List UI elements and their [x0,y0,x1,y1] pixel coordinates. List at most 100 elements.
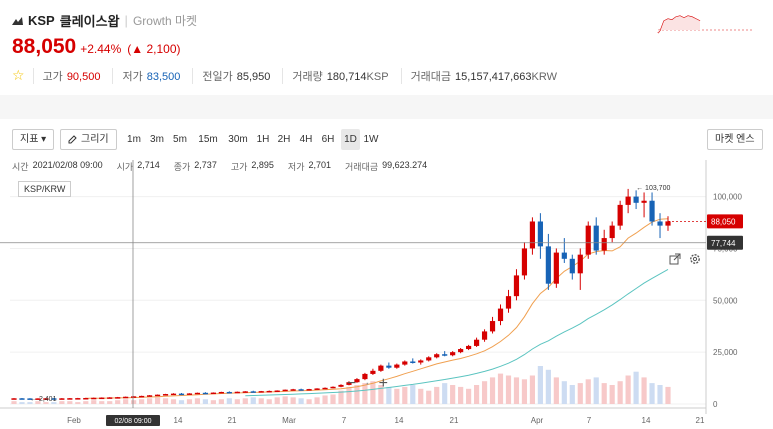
candle-body [458,349,464,353]
volume-bar [593,377,599,404]
volume-bar [266,399,272,404]
x-tick-label: Mar [282,416,296,425]
candle-body [226,391,232,394]
stat-item: 거래량 180,714KSP [282,67,389,84]
timeframe-5m[interactable]: 5m [173,134,187,145]
volume-bar [601,383,607,404]
x-tick-label: 21 [450,416,459,425]
candle-body [282,389,288,392]
title-row: KSP 클레이스왑 | Growth 마켓 [12,11,197,30]
candle-body [330,386,336,389]
volume-bar [649,383,655,404]
volume-bar [139,399,145,404]
candle-body [609,225,615,239]
volume-bar [314,397,320,404]
stat-label: 거래량 [292,70,323,83]
volume-bar [665,386,671,404]
draw-button[interactable]: 그리기 [60,129,117,150]
timeframe-1w[interactable]: 1W [363,134,379,145]
candle-body [139,395,145,398]
crosshair-x-label: 02/08 09:00 [115,418,152,425]
volume-bar [362,383,368,404]
volume-bar [434,386,440,404]
timeframe-2h[interactable]: 2H [277,134,291,145]
candle-body [442,354,448,356]
candle-body [107,397,113,399]
volume-value: 99,623.274 [382,160,428,170]
volume-bar [529,375,536,404]
pencil-icon [68,135,77,144]
candle-body [298,389,304,391]
volume-bar [298,398,304,404]
candle-body [274,390,280,393]
timeframe-1h[interactable]: 1H [256,134,270,145]
candle-body [170,393,177,396]
candle-body [537,221,543,247]
volume-bar [51,402,57,404]
zoom-controls: − · + [347,375,388,392]
candle-body [306,389,312,391]
stats-row: ☆ 고가 90,500 저가 83,500 전일가 85,950 거래량 180,714KSP… [12,67,569,84]
candle-body [202,392,209,395]
timeframe-30m[interactable]: 30m [228,134,248,145]
market-index-button[interactable]: 마켓 엔스 [707,129,763,150]
candle-body [338,384,344,387]
volume-bar [561,381,567,404]
timeframe-1m[interactable]: 1m [127,134,141,145]
popout-icon[interactable] [669,253,681,265]
stat-value: 180,714 [326,70,367,83]
timeframe-1d[interactable]: 1D [341,129,360,150]
stat-item: 전일가 85,950 [192,67,270,84]
crosshair-y-label: 77,744 [711,239,736,248]
time-label: 시간 [12,162,29,172]
candle-body [378,365,384,371]
indicator-button[interactable]: 지표 ▾ [12,129,55,150]
volume-bar [170,399,177,404]
volume-bar [290,397,296,404]
timeframe-6h[interactable]: 6H [321,134,335,145]
candle-body [402,361,408,365]
candle-body [178,393,185,396]
volume-bar [657,385,663,404]
candle-body [91,397,97,400]
min-price-label: ← 2,401 [30,396,57,403]
volume-bar [410,385,416,404]
ohlc-info: 시간 2021/02/08 09:00 시가 2,714 종가 2,737 고가 2,8… [12,160,441,173]
zoom-in-icon[interactable]: + [378,375,388,392]
crosshair-x-badge [106,415,160,426]
high-label: 고가 [230,162,248,172]
candle-body [513,275,520,297]
candle-body [346,382,352,385]
timeframe-15m[interactable]: 15m [198,134,218,145]
volume-bar [19,402,25,404]
price-chart[interactable]: 025,00050,00075,000100,00077,74488,050← … [0,160,773,429]
volume-bar [473,385,480,404]
volume-bar [99,401,105,404]
volume-bar [609,385,615,404]
volume-bar [210,400,216,404]
candle-body [633,196,639,203]
stat-label: 저가 [122,70,143,83]
candle-body [186,393,193,395]
timeframe-3m[interactable]: 3m [150,134,164,145]
stat-label: 고가 [42,70,63,83]
candle-body [322,387,328,390]
zoom-out-icon[interactable]: − [347,375,357,392]
y-tick-label: 100,000 [713,193,742,202]
settings-gear-icon[interactable] [689,253,701,265]
volume-bar [442,383,448,404]
favorite-star-icon[interactable]: ☆ [12,67,25,83]
candle-body [11,398,17,400]
coin-name: 클레이스왑 [59,14,120,29]
x-tick-label: 7 [587,416,592,425]
volume-bar [354,385,360,404]
volume-bar [322,395,328,404]
volume-bar [91,400,97,404]
draw-label: 그리기 [81,134,109,145]
x-tick-label: 21 [228,416,237,425]
volume-bar [67,401,73,404]
timeframe-4h[interactable]: 4H [299,134,313,145]
volume-bar [43,402,49,404]
candle-body [67,398,73,400]
candle-body [115,397,121,399]
